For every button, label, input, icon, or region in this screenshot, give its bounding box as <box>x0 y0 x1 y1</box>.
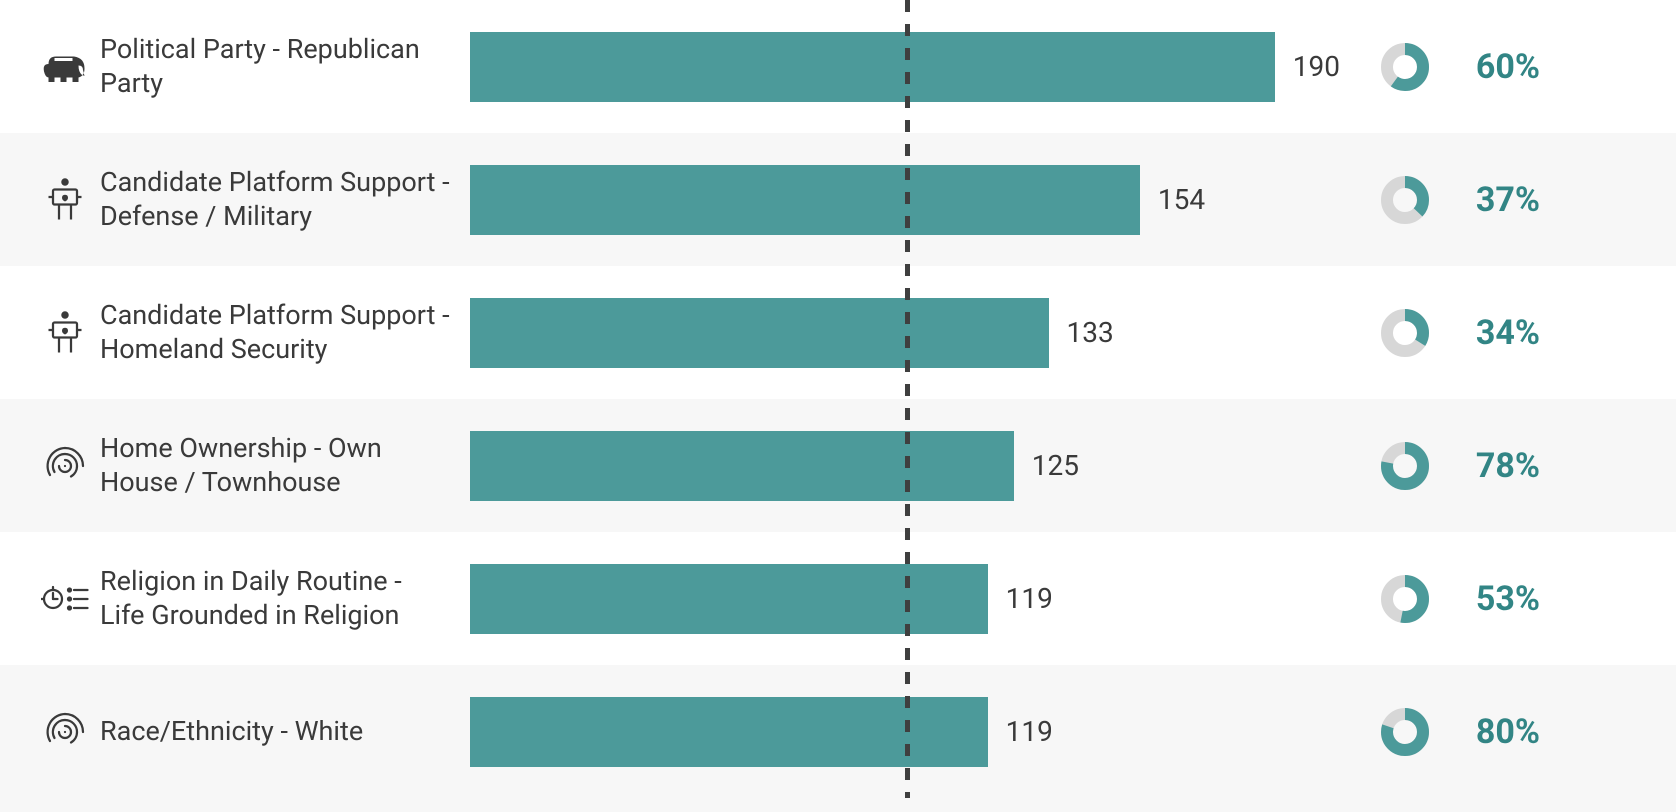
chart-row: Race/Ethnicity - White 119 80% <box>0 665 1676 798</box>
row-label: Home Ownership - Own House / Townhouse <box>100 432 470 500</box>
chart-row: Political Party - Republican Party 190 60… <box>0 0 1676 133</box>
bar <box>470 32 1275 102</box>
candidate-icon <box>30 176 100 224</box>
bar-cell: 119 <box>470 697 1340 767</box>
donut-chart <box>1370 708 1440 756</box>
bar-value: 190 <box>1293 50 1340 83</box>
bar-value: 125 <box>1032 449 1079 482</box>
bar-cell: 125 <box>470 431 1340 501</box>
donut-chart <box>1370 176 1440 224</box>
candidate-icon <box>30 309 100 357</box>
chart-row: Candidate Platform Support - Homeland Se… <box>0 266 1676 399</box>
bar <box>470 697 988 767</box>
routine-icon <box>30 575 100 623</box>
row-label: Candidate Platform Support - Homeland Se… <box>100 299 470 367</box>
fingerprint-icon <box>30 442 100 490</box>
bar <box>470 564 988 634</box>
elephant-icon <box>30 43 100 91</box>
bar-value: 133 <box>1067 316 1114 349</box>
bar-cell: 119 <box>470 564 1340 634</box>
row-label: Candidate Platform Support - Defense / M… <box>100 166 470 234</box>
chart-row: Religion in Daily Routine - Life Grounde… <box>0 532 1676 665</box>
chart-row: Candidate Platform Support - Defense / M… <box>0 133 1676 266</box>
bar-value: 119 <box>1006 582 1053 615</box>
fingerprint-icon <box>30 708 100 756</box>
row-label: Political Party - Republican Party <box>100 33 470 101</box>
bar-value: 119 <box>1006 715 1053 748</box>
row-label: Race/Ethnicity - White <box>100 715 470 749</box>
bar <box>470 165 1140 235</box>
donut-chart <box>1370 575 1440 623</box>
chart-row: Home Ownership - Own House / Townhouse 12… <box>0 399 1676 532</box>
bar <box>470 431 1014 501</box>
percentage-value: 78% <box>1440 446 1550 486</box>
bar-cell: 190 <box>470 32 1340 102</box>
bar-value: 154 <box>1158 183 1205 216</box>
bar-cell: 154 <box>470 165 1340 235</box>
bar <box>470 298 1049 368</box>
donut-chart <box>1370 442 1440 490</box>
bar-cell: 133 <box>470 298 1340 368</box>
percentage-value: 60% <box>1440 47 1550 87</box>
donut-chart <box>1370 43 1440 91</box>
percentage-value: 80% <box>1440 712 1550 752</box>
percentage-value: 53% <box>1440 579 1550 619</box>
percentage-value: 37% <box>1440 180 1550 220</box>
row-label: Religion in Daily Routine - Life Grounde… <box>100 565 470 633</box>
percentage-value: 34% <box>1440 313 1550 353</box>
demographic-bar-chart: Political Party - Republican Party 190 60… <box>0 0 1676 798</box>
donut-chart <box>1370 309 1440 357</box>
